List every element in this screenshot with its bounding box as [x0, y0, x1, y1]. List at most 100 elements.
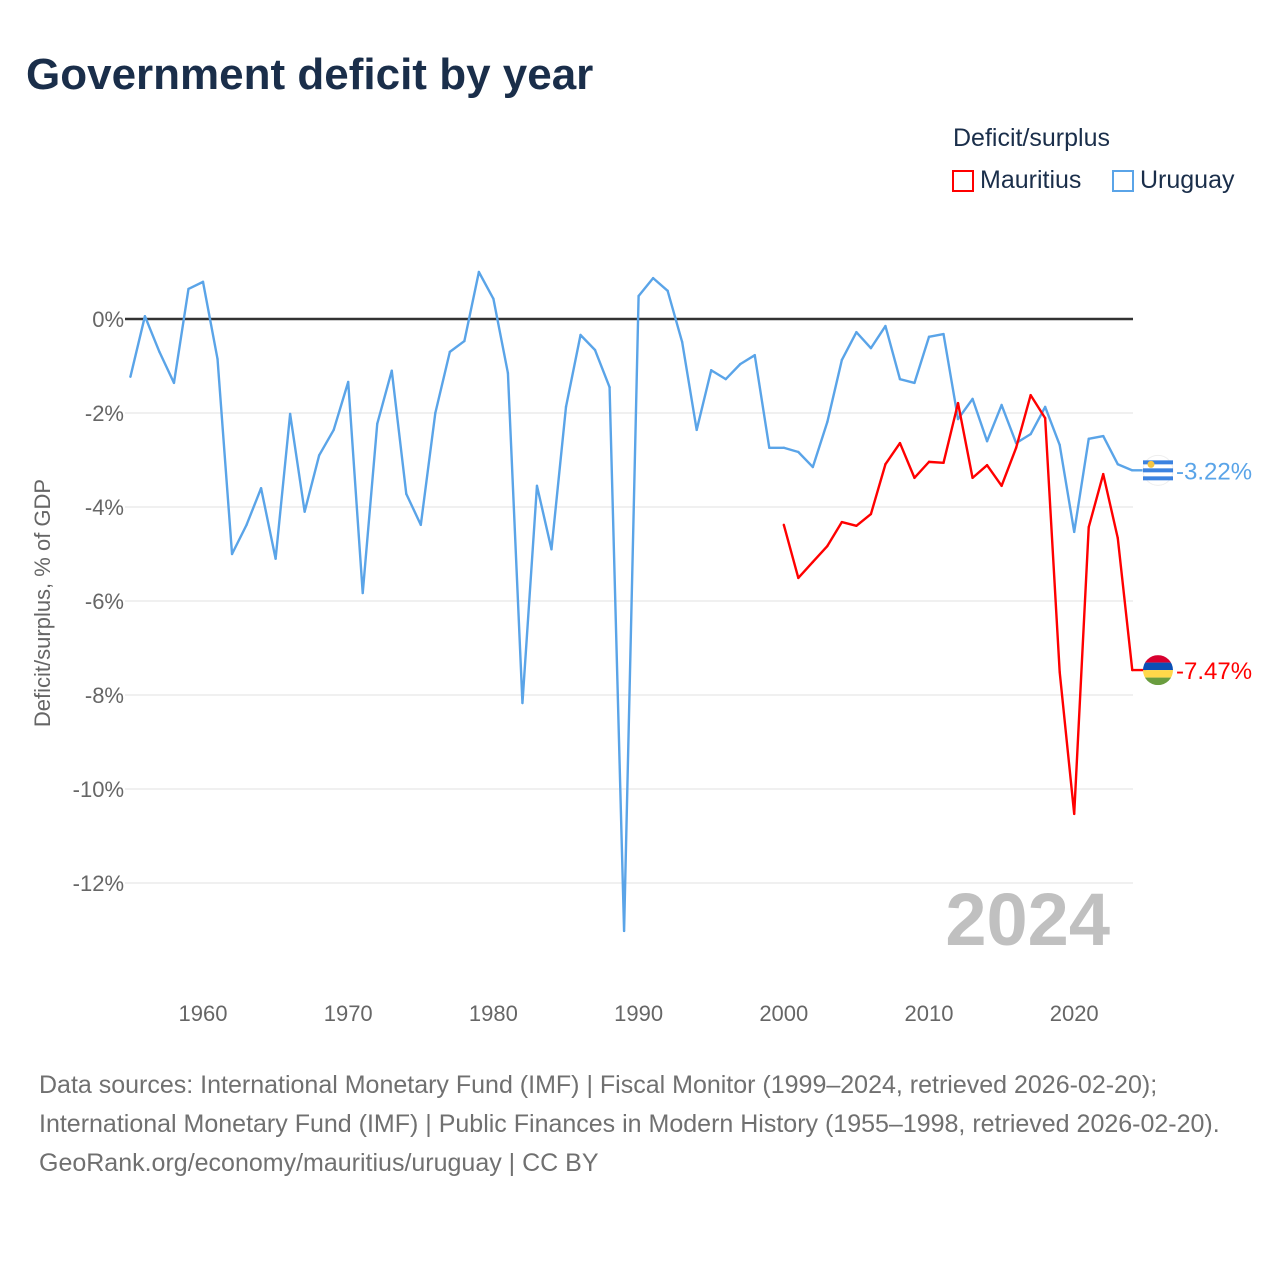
data-point [913, 476, 916, 480]
data-point [564, 405, 568, 409]
data-point [434, 411, 437, 415]
data-point [506, 371, 510, 375]
data-point [898, 377, 902, 381]
data-point [768, 446, 771, 449]
data-point [332, 428, 335, 432]
data-point [1073, 812, 1076, 816]
data-point [695, 428, 698, 432]
data-point [797, 450, 800, 454]
data-point [1087, 437, 1090, 441]
data-point [1102, 472, 1105, 476]
data-point [782, 523, 785, 527]
data-point [651, 276, 655, 280]
data-point [1102, 434, 1105, 438]
data-point [869, 346, 873, 350]
flag-stripe [1143, 677, 1173, 686]
data-point [942, 461, 945, 465]
data-point [230, 552, 234, 556]
data-point [811, 465, 815, 469]
data-point [840, 520, 844, 524]
data-point [710, 369, 713, 372]
data-point [826, 544, 829, 548]
data-point [884, 463, 887, 466]
data-point [274, 557, 277, 560]
data-point [840, 358, 844, 362]
data-point [724, 377, 727, 381]
data-sources: Data sources: International Monetary Fun… [39, 1071, 1220, 1138]
data-point [826, 420, 829, 424]
legend-label: Mauritius [980, 166, 1082, 194]
y-axis-label: Deficit/surplus, % of GDP [30, 479, 55, 727]
data-point [1029, 393, 1032, 397]
x-tick-label: 1970 [324, 1001, 373, 1026]
data-point [797, 576, 800, 580]
data-point [535, 484, 539, 488]
data-point [1116, 463, 1119, 466]
y-tick-label: -4% [85, 495, 124, 520]
x-tick-label: 1960 [179, 1001, 228, 1026]
data-point [303, 510, 306, 513]
legend-item-uruguay[interactable]: Uruguay [1112, 166, 1235, 195]
data-point [608, 385, 611, 389]
data-point [492, 297, 495, 300]
x-tick-label: 2010 [905, 1001, 954, 1026]
flag-sun [1147, 460, 1155, 468]
data-point [172, 381, 176, 385]
x-tick-label: 2000 [759, 1001, 808, 1026]
legend-title: Deficit/surplus [953, 124, 1110, 152]
flag-stripe [1143, 662, 1173, 671]
data-point [1058, 443, 1061, 447]
data-point [956, 417, 960, 421]
data-point [782, 446, 785, 449]
data-point [216, 357, 219, 361]
data-point [521, 701, 524, 705]
data-point [927, 460, 931, 464]
data-point [637, 294, 640, 298]
y-tick-label: -12% [73, 871, 124, 896]
flag-stripe [1143, 655, 1173, 663]
x-tick-label: 1980 [469, 1001, 518, 1026]
data-point [898, 441, 902, 445]
legend-swatch [1112, 169, 1134, 192]
y-tick-label: -8% [85, 683, 124, 708]
data-point [1087, 526, 1090, 529]
data-point [201, 280, 205, 284]
chart-title: Government deficit by year [26, 50, 594, 99]
flag-stripe [1143, 460, 1173, 465]
data-point [245, 523, 248, 527]
data-point [1116, 536, 1119, 540]
data-point [739, 362, 742, 366]
data-point [680, 340, 684, 344]
data-point [579, 333, 582, 337]
y-tick-label: -6% [85, 589, 124, 614]
data-point [1131, 668, 1134, 672]
legend-item-mauritius[interactable]: Mauritius [952, 166, 1081, 195]
data-point [347, 380, 350, 384]
data-point [448, 350, 452, 354]
data-point [593, 348, 597, 352]
end-value-label: -3.22% [1176, 458, 1252, 485]
data-point [1000, 484, 1003, 488]
legend-label: Uruguay [1140, 166, 1235, 194]
data-point [143, 314, 147, 318]
data-point [927, 335, 931, 339]
y-tick-label: -2% [85, 401, 124, 426]
data-point [361, 591, 364, 595]
data-point [1043, 416, 1047, 420]
source-link[interactable]: GeoRank.org/economy/mauritius/uruguay | … [39, 1149, 599, 1177]
data-point [666, 289, 669, 292]
data-point [463, 339, 466, 343]
data-point [956, 401, 960, 405]
flag-stripe [1143, 670, 1173, 678]
data-point [971, 397, 974, 401]
y-tick-label: -10% [73, 777, 124, 802]
data-point [811, 560, 815, 564]
data-point [419, 523, 422, 527]
data-point [1073, 530, 1076, 534]
plot-area: 0% -2% -4% -6% -8% -10% -12% 1960 1970 1980 1990 20… [30, 270, 1252, 1026]
data-point [869, 512, 873, 516]
x-tick-label: 2020 [1050, 1001, 1099, 1026]
data-point [390, 369, 393, 372]
data-point [288, 412, 292, 416]
